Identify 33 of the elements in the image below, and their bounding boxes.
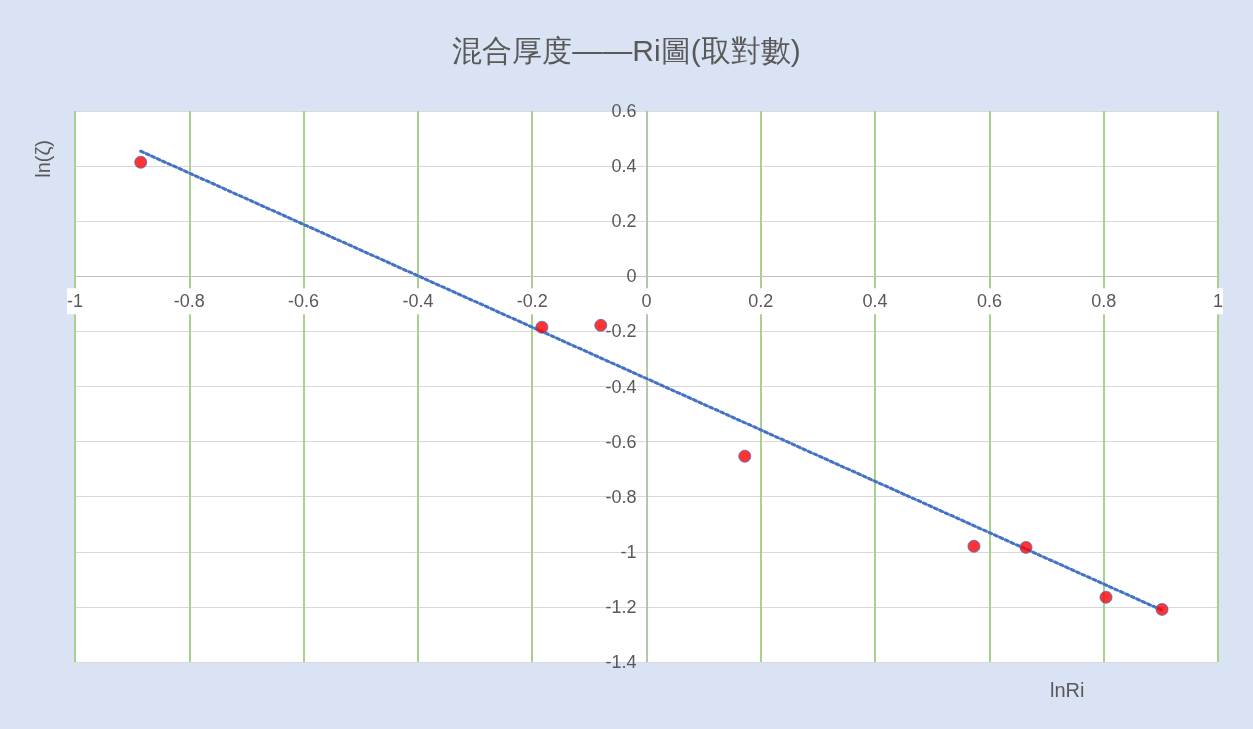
point	[594, 318, 608, 332]
x-tick-label: 0.8	[1091, 291, 1117, 312]
x-tick-label: -0.6	[288, 291, 320, 312]
y-tick-label: 0.4	[611, 156, 637, 177]
point	[1019, 540, 1033, 554]
x-axis-title: lnRi	[1050, 679, 1085, 701]
y-tick-label: -1	[620, 541, 637, 562]
point	[1099, 590, 1113, 604]
x-tick-label: -0.4	[402, 291, 434, 312]
point	[134, 155, 148, 169]
point	[967, 539, 981, 553]
x-tick-label: 0.2	[748, 291, 774, 312]
x-tick-label: 0	[641, 291, 652, 312]
y-tick-label: -0.4	[605, 376, 637, 397]
x-tick-label: 0.6	[976, 291, 1002, 312]
x-tick-label: -0.2	[516, 291, 548, 312]
x-tick-label: -0.8	[173, 291, 205, 312]
y-tick-label: 0.2	[611, 211, 637, 232]
x-tick-label: 1	[1212, 291, 1224, 312]
point	[1155, 602, 1169, 616]
y-tick-label: 0	[626, 266, 637, 287]
y-tick-label: -0.8	[605, 486, 637, 507]
y-tick-label: -0.6	[605, 431, 637, 452]
x-tick-label: -1	[66, 291, 84, 312]
chart-title: 混合厚度——Ri圖(取對數)	[452, 33, 801, 67]
y-tick-label: -1.4	[605, 652, 637, 672]
y-tick-label: 0.6	[611, 101, 637, 121]
point	[738, 449, 752, 463]
y-tick-label: -0.2	[605, 321, 637, 342]
y-tick-label: -1.2	[605, 596, 637, 617]
y-axis-title: ln(ζ)	[32, 139, 54, 178]
point	[535, 320, 549, 334]
x-tick-label: 0.4	[862, 291, 888, 312]
